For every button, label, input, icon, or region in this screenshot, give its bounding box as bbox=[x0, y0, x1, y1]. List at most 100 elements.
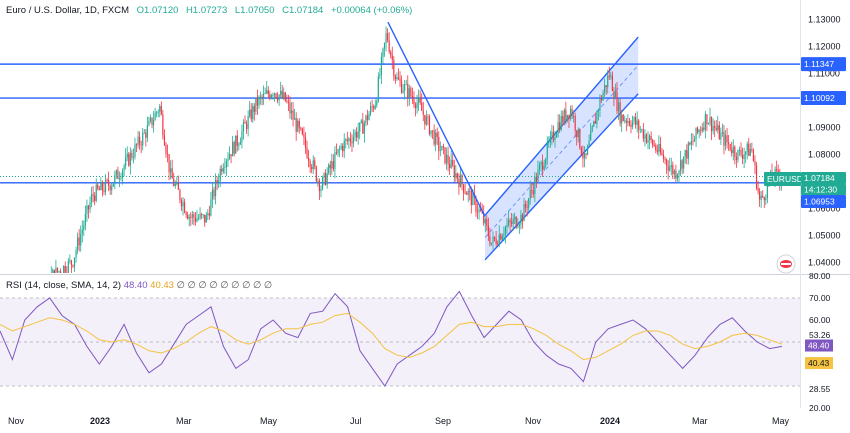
candle bbox=[307, 157, 310, 161]
candle bbox=[760, 195, 762, 200]
candle bbox=[718, 125, 720, 140]
candle bbox=[227, 158, 229, 162]
candle bbox=[653, 145, 655, 147]
candle bbox=[13, 386, 14, 392]
rsi-label[interactable]: RSI (14, close, SMA, 14, 2) bbox=[6, 280, 122, 291]
candle bbox=[656, 149, 658, 152]
candle bbox=[531, 189, 533, 191]
candle bbox=[239, 141, 241, 145]
candle bbox=[407, 83, 409, 99]
candle bbox=[69, 260, 71, 262]
candle bbox=[228, 154, 231, 159]
candle bbox=[166, 153, 169, 155]
candle bbox=[410, 88, 412, 96]
candle bbox=[678, 170, 680, 175]
candle bbox=[493, 236, 496, 239]
candle bbox=[300, 127, 302, 129]
candle bbox=[427, 116, 429, 118]
candle bbox=[115, 170, 117, 176]
candle bbox=[114, 175, 116, 184]
candle bbox=[335, 152, 338, 154]
candle bbox=[608, 75, 610, 77]
down-trendline[interactable] bbox=[387, 21, 486, 217]
candle bbox=[650, 135, 652, 140]
candle bbox=[125, 157, 127, 166]
candle bbox=[624, 120, 626, 122]
change-value: +0.00064 (+0.06%) bbox=[330, 5, 413, 16]
candle bbox=[238, 144, 240, 146]
candle bbox=[337, 149, 339, 154]
candle bbox=[438, 136, 440, 151]
candle bbox=[462, 184, 465, 193]
candle bbox=[283, 92, 285, 98]
candle bbox=[628, 120, 631, 125]
candle bbox=[15, 387, 16, 392]
candle bbox=[461, 174, 463, 185]
time-axis[interactable]: Nov 2023 Mar May Jul Sep Nov 2024 Mar May bbox=[8, 416, 790, 426]
candle bbox=[439, 150, 441, 152]
candle bbox=[183, 202, 186, 213]
trendline[interactable] bbox=[387, 21, 486, 217]
candle bbox=[543, 165, 545, 170]
time-tick-label: Sep bbox=[435, 416, 451, 426]
candle bbox=[520, 214, 522, 225]
candle bbox=[315, 166, 317, 182]
symbol-title[interactable]: Euro / U.S. Dollar, 1D, FXCM bbox=[6, 5, 130, 16]
candle bbox=[565, 110, 567, 121]
candle bbox=[168, 154, 170, 173]
candle bbox=[523, 204, 525, 222]
candle bbox=[139, 136, 141, 145]
candle bbox=[159, 106, 161, 112]
candle bbox=[393, 60, 395, 76]
rsi-tick-label: 40.43 bbox=[808, 358, 830, 368]
candle bbox=[290, 110, 293, 114]
candle bbox=[430, 130, 432, 135]
candle bbox=[548, 142, 550, 144]
candle bbox=[97, 184, 99, 189]
candle bbox=[120, 177, 122, 179]
candle bbox=[672, 165, 674, 175]
candle bbox=[638, 120, 640, 130]
candle bbox=[586, 146, 589, 155]
tv-logo-icon[interactable] bbox=[776, 254, 796, 274]
candle bbox=[292, 110, 294, 120]
price-tick-label: 1.09000 bbox=[808, 123, 841, 133]
candle bbox=[121, 170, 124, 178]
candle bbox=[10, 393, 11, 402]
candle bbox=[737, 149, 739, 161]
candle bbox=[275, 93, 277, 98]
candle bbox=[81, 229, 83, 234]
candle bbox=[108, 180, 110, 186]
candle bbox=[140, 144, 142, 146]
candle bbox=[366, 115, 369, 121]
candle bbox=[501, 236, 503, 240]
candle bbox=[498, 234, 500, 245]
candle bbox=[458, 178, 460, 187]
candle bbox=[151, 117, 153, 125]
candle bbox=[354, 131, 356, 137]
horizontal-levels[interactable] bbox=[0, 63, 800, 184]
candle bbox=[597, 110, 600, 112]
candle bbox=[365, 115, 367, 124]
candle bbox=[188, 217, 190, 219]
candle bbox=[631, 121, 634, 128]
candle bbox=[362, 120, 364, 134]
candle bbox=[422, 110, 424, 115]
candle bbox=[590, 130, 592, 141]
candle bbox=[176, 182, 178, 185]
price-label-text: 14:12:30 bbox=[804, 185, 837, 195]
candle bbox=[416, 102, 418, 109]
candle bbox=[211, 189, 214, 200]
candle bbox=[78, 237, 80, 246]
time-tick-label: Jul bbox=[350, 416, 362, 426]
candle bbox=[379, 74, 381, 77]
rsi-pane[interactable] bbox=[0, 290, 800, 387]
high-value: H1.07273 bbox=[186, 5, 228, 16]
candle bbox=[717, 125, 719, 130]
price-pane[interactable] bbox=[0, 21, 800, 422]
candle bbox=[754, 161, 756, 166]
candle bbox=[571, 109, 573, 117]
price-axis[interactable]: 1.13000 1.12000 1.11000 1.09000 1.08000 1.060… bbox=[808, 15, 841, 268]
price-channel[interactable] bbox=[484, 36, 639, 261]
